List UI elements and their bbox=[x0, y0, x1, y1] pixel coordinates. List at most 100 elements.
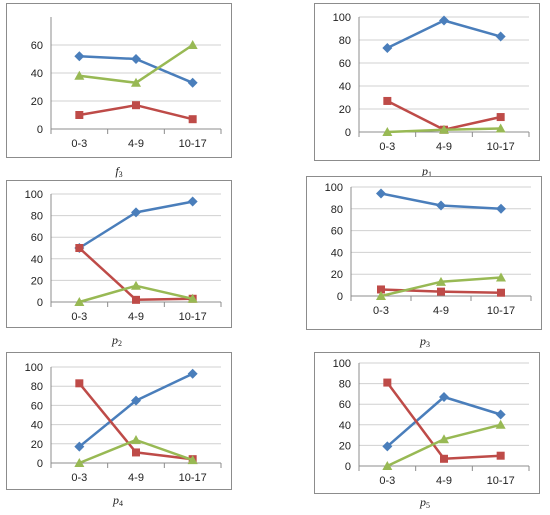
data-point-square-marker bbox=[132, 448, 140, 457]
y-tick-label: 0 bbox=[37, 297, 43, 309]
y-tick-label: 80 bbox=[339, 379, 351, 391]
chart-p1: 0 20 40 60 80 100 0-3 4-9 10-17 bbox=[314, 3, 540, 161]
x-tick-label: 10-17 bbox=[179, 138, 207, 150]
data-point-diamond-marker bbox=[439, 391, 449, 402]
y-tick-label: 0 bbox=[345, 461, 351, 473]
y-tick-label: 0 bbox=[37, 124, 43, 136]
data-point-square-marker bbox=[75, 111, 84, 119]
chart-p3: 0 20 40 60 80 100 0-3 4-9 10-17 bbox=[306, 176, 542, 330]
y-tick-label: 20 bbox=[31, 439, 43, 451]
data-point-diamond-marker bbox=[495, 31, 506, 42]
data-point-diamond-marker bbox=[376, 188, 386, 199]
data-point-triangle-marker bbox=[495, 419, 506, 429]
y-tick-label: 40 bbox=[339, 420, 351, 432]
data-point-triangle-marker bbox=[74, 297, 85, 306]
caption-p1-sub: 1 bbox=[428, 170, 432, 179]
caption-p4-main: p bbox=[113, 493, 119, 507]
data-point-triangle-marker bbox=[382, 461, 393, 470]
y-tick-label: 80 bbox=[31, 211, 43, 223]
caption-p4-sub: 4 bbox=[119, 499, 123, 508]
x-tick-label: 0-3 bbox=[71, 311, 87, 323]
y-tick-label: 0 bbox=[337, 291, 343, 303]
data-point-square-marker bbox=[437, 287, 445, 296]
caption-p3-main: p bbox=[420, 334, 426, 348]
data-point-triangle-marker bbox=[376, 291, 386, 300]
data-point-square-marker bbox=[132, 101, 140, 110]
chart-f3: 0 20 40 60 0-3 4-9 10-17 bbox=[6, 3, 232, 158]
data-point-triangle-marker bbox=[74, 458, 85, 467]
caption-p3-sub: 3 bbox=[426, 340, 430, 349]
data-point-diamond-marker bbox=[495, 409, 506, 420]
caption-f3: f3 bbox=[99, 164, 139, 179]
data-point-diamond-marker bbox=[187, 368, 198, 379]
y-tick-label: 60 bbox=[31, 400, 43, 412]
caption-p5: p5 bbox=[405, 495, 445, 510]
y-tick-label: 80 bbox=[331, 204, 343, 216]
x-tick-label: 0-3 bbox=[379, 475, 395, 487]
data-point-triangle-marker bbox=[439, 124, 449, 134]
data-point-triangle-marker bbox=[187, 293, 198, 303]
chart-p5-plot: 0 20 40 60 80 100 0-3 4-9 10-17 bbox=[333, 358, 530, 487]
chart-p1-plot: 0 20 40 60 80 100 0-3 4-9 10-17 bbox=[333, 12, 530, 153]
y-tick-label: 40 bbox=[31, 68, 43, 80]
y-tick-label: 20 bbox=[31, 275, 43, 287]
data-point-triangle-marker bbox=[382, 127, 393, 136]
data-point-diamond-marker bbox=[382, 43, 393, 54]
data-point-diamond-marker bbox=[436, 200, 446, 211]
data-point-diamond-marker bbox=[187, 196, 198, 207]
y-tick-label: 100 bbox=[333, 358, 351, 370]
data-point-triangle-marker bbox=[436, 276, 446, 286]
data-point-diamond-marker bbox=[131, 207, 141, 218]
caption-f3-main: f bbox=[115, 164, 119, 178]
y-tick-label: 40 bbox=[31, 254, 43, 266]
data-point-square-marker bbox=[497, 288, 505, 297]
y-tick-label: 0 bbox=[37, 458, 43, 470]
y-tick-label: 40 bbox=[331, 247, 343, 259]
x-tick-label: 4-9 bbox=[436, 141, 452, 153]
data-point-triangle-marker bbox=[131, 434, 141, 444]
caption-p5-sub: 5 bbox=[426, 501, 430, 510]
data-point-triangle-marker bbox=[131, 77, 141, 87]
y-tick-label: 60 bbox=[31, 40, 43, 52]
y-tick-label: 80 bbox=[31, 381, 43, 393]
data-point-triangle-marker bbox=[439, 434, 449, 444]
y-tick-label: 100 bbox=[325, 182, 343, 194]
data-point-square-marker bbox=[377, 285, 385, 294]
data-point-square-marker bbox=[440, 454, 448, 463]
x-tick-label: 0-3 bbox=[373, 305, 389, 317]
data-point-diamond-marker bbox=[74, 51, 85, 62]
x-tick-label: 10-17 bbox=[487, 305, 515, 317]
x-tick-label: 4-9 bbox=[433, 305, 449, 317]
data-point-triangle-marker bbox=[495, 123, 506, 133]
data-point-square-marker bbox=[75, 244, 84, 252]
y-tick-label: 80 bbox=[339, 35, 351, 47]
x-tick-label: 4-9 bbox=[436, 475, 452, 487]
data-point-square-marker bbox=[75, 379, 84, 388]
y-tick-label: 60 bbox=[339, 399, 351, 411]
x-tick-label: 0-3 bbox=[379, 141, 395, 153]
y-tick-label: 20 bbox=[339, 104, 351, 116]
chart-f3-plot: 0 20 40 60 0-3 4-9 10-17 bbox=[31, 17, 222, 150]
data-point-diamond-marker bbox=[496, 203, 506, 214]
chart-p4-plot: 0 20 40 60 80 100 0-3 4-9 10-17 bbox=[25, 362, 222, 484]
data-point-diamond-marker bbox=[131, 54, 141, 64]
data-point-square-marker bbox=[383, 96, 392, 105]
y-tick-label: 0 bbox=[345, 127, 351, 139]
y-tick-label: 60 bbox=[339, 58, 351, 70]
data-point-diamond-marker bbox=[131, 395, 141, 406]
data-point-triangle-marker bbox=[187, 455, 198, 465]
caption-f3-sub: 3 bbox=[118, 170, 123, 179]
x-tick-label: 10-17 bbox=[179, 311, 207, 323]
data-point-triangle-marker bbox=[74, 70, 85, 80]
data-point-diamond-marker bbox=[74, 441, 85, 452]
y-tick-label: 20 bbox=[331, 269, 343, 281]
caption-p1-main: p bbox=[422, 164, 428, 178]
caption-p2-main: p bbox=[112, 333, 118, 347]
data-point-diamond-marker bbox=[439, 15, 449, 26]
y-tick-label: 60 bbox=[331, 226, 343, 238]
caption-p3: p3 bbox=[405, 334, 445, 349]
data-point-square-marker bbox=[496, 113, 505, 122]
y-tick-label: 40 bbox=[31, 420, 43, 432]
x-tick-label: 10-17 bbox=[487, 141, 515, 153]
x-tick-label: 4-9 bbox=[128, 311, 144, 323]
